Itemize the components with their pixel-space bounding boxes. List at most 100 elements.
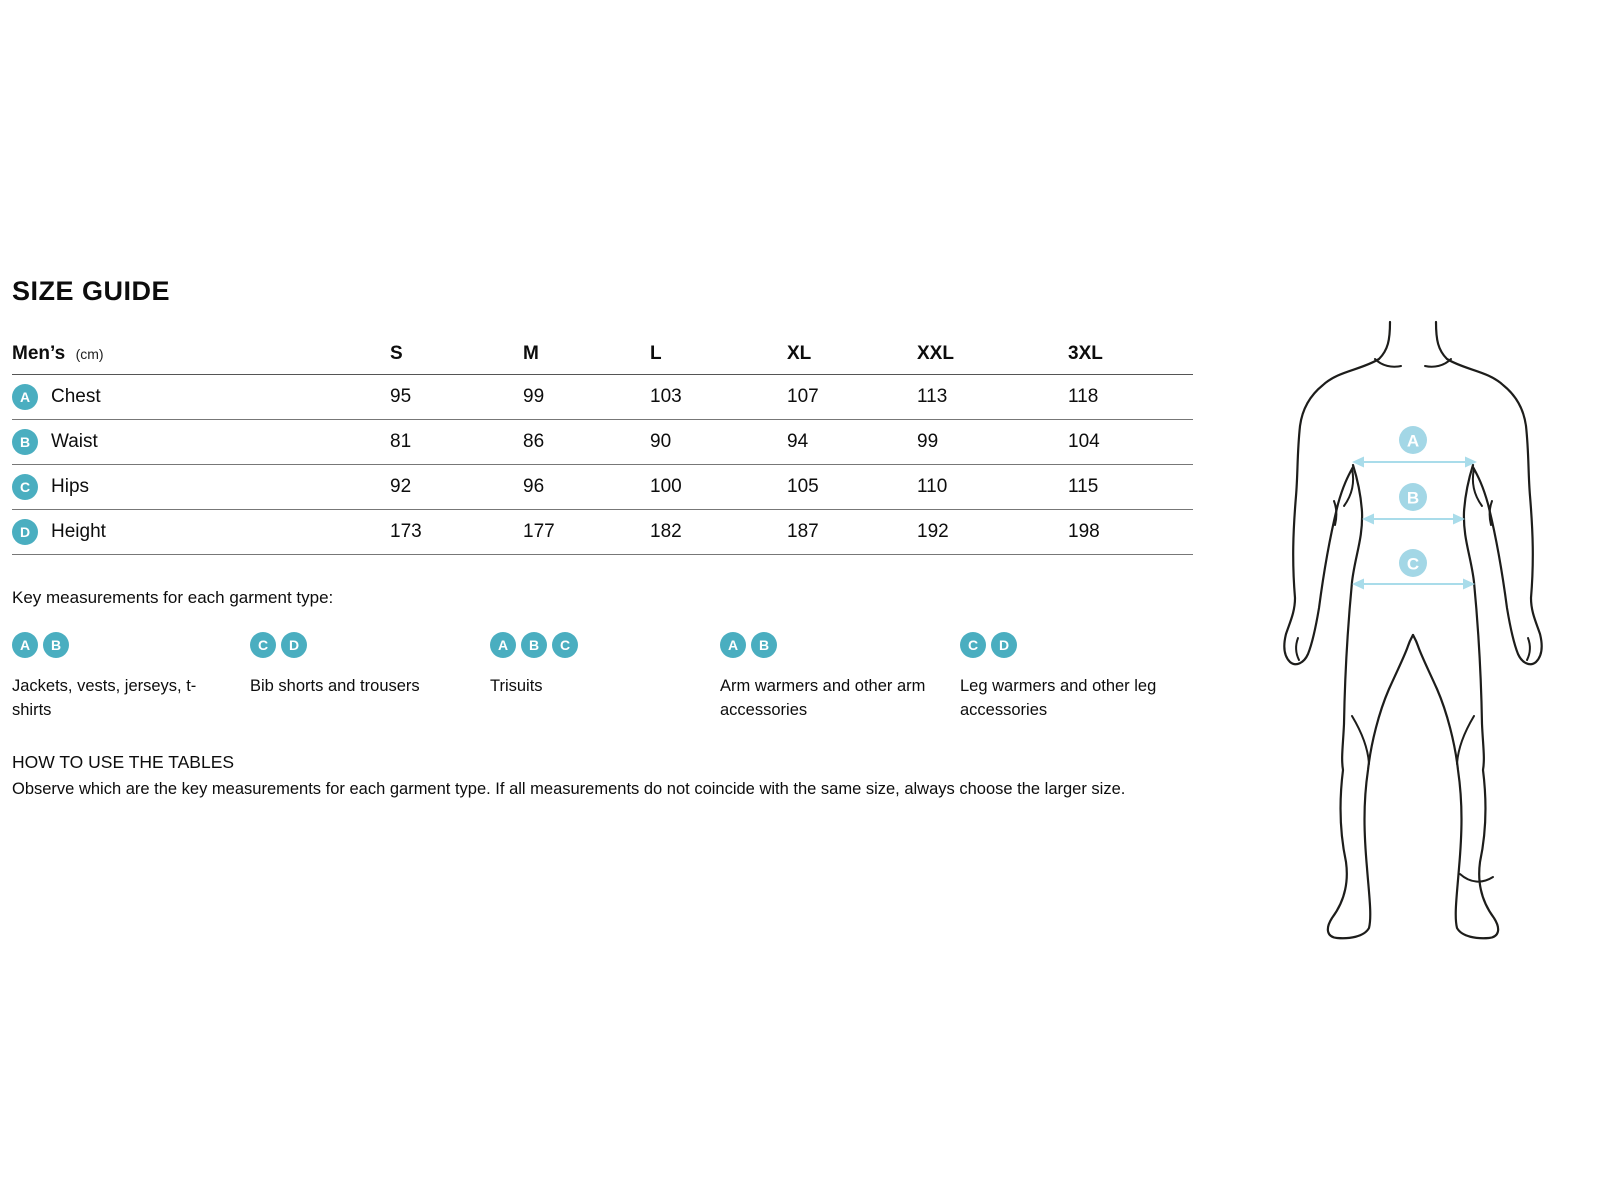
- key-group-label: Jackets, vests, jerseys, t-shirts: [12, 677, 197, 719]
- elbow-right-line: [1488, 500, 1493, 526]
- how-to-body: Observe which are the key measurements f…: [12, 780, 1126, 798]
- measure-a-badge: A: [720, 632, 746, 658]
- measure-b-badge: B: [12, 429, 38, 455]
- waist-arrow: [1362, 513, 1465, 525]
- key-badges: C D: [250, 632, 470, 658]
- row-label-cell: A Chest: [12, 384, 390, 410]
- measure-a-badge: A: [12, 384, 38, 410]
- size-col-3xl: 3XL: [1068, 343, 1103, 364]
- size-table-header-row: Men’s (cm) S M L XL XXL 3XL: [12, 334, 1193, 375]
- size-table: Men’s (cm) S M L XL XXL 3XL A Chest 95 9…: [12, 334, 1193, 555]
- male-body-outline-icon: A B C: [1283, 320, 1543, 940]
- key-badges: C D: [960, 632, 1192, 658]
- cell-value: 90: [650, 431, 672, 452]
- measure-a-badge: A: [12, 632, 38, 658]
- measure-c-badge: C: [552, 632, 578, 658]
- cell-value: 187: [787, 521, 819, 542]
- chest-marker-letter: A: [1407, 432, 1419, 451]
- hand-right-line: [1526, 637, 1531, 661]
- measure-c-badge: C: [250, 632, 276, 658]
- key-measurements-heading: Key measurements for each garment type:: [12, 588, 334, 607]
- cell-value: 94: [787, 431, 809, 452]
- knee-right-line: [1456, 715, 1475, 765]
- cell-value: 104: [1068, 431, 1100, 452]
- table-row-height: D Height 173 177 182 187 192 198: [12, 510, 1193, 555]
- key-group-trisuits: A B C Trisuits: [490, 632, 690, 698]
- key-group-label: Trisuits: [490, 677, 543, 695]
- hips-marker-letter: C: [1407, 555, 1419, 574]
- hand-left-line: [1295, 637, 1300, 661]
- cell-value: 95: [390, 386, 412, 407]
- collarbone-left-line: [1374, 358, 1402, 368]
- cell-value: 118: [1068, 386, 1099, 407]
- row-label-cell: D Height: [12, 519, 390, 545]
- size-col-xl: XL: [787, 343, 812, 364]
- key-badges: A B: [720, 632, 932, 658]
- size-col-l: L: [650, 343, 662, 364]
- measure-a-badge: A: [490, 632, 516, 658]
- measure-d-badge: D: [12, 519, 38, 545]
- cell-value: 182: [650, 521, 682, 542]
- row-label: Hips: [51, 476, 90, 497]
- cell-value: 86: [523, 431, 545, 452]
- key-group-bib-shorts: C D Bib shorts and trousers: [250, 632, 470, 698]
- body-measurement-figure: A B C: [1240, 296, 1580, 948]
- cell-value: 99: [917, 431, 939, 452]
- measure-c-badge: C: [960, 632, 986, 658]
- knee-left-line: [1351, 715, 1370, 765]
- row-label: Chest: [51, 386, 101, 407]
- size-col-m: M: [523, 343, 539, 364]
- measure-b-badge: B: [521, 632, 547, 658]
- row-label-cell: B Waist: [12, 429, 390, 455]
- waist-marker: B: [1399, 483, 1427, 511]
- measure-b-badge: B: [43, 632, 69, 658]
- measure-b-badge: B: [751, 632, 777, 658]
- hips-arrow: [1352, 578, 1475, 590]
- cell-value: 105: [787, 476, 819, 497]
- how-to-heading: HOW TO USE THE TABLES: [12, 752, 235, 772]
- cell-value: 96: [523, 476, 545, 497]
- mens-unit: (cm): [75, 346, 104, 362]
- size-table-header-label: Men’s (cm): [12, 343, 390, 365]
- waist-marker-letter: B: [1407, 489, 1419, 508]
- cell-value: 103: [650, 386, 682, 407]
- cell-value: 115: [1068, 476, 1099, 497]
- elbow-left-line: [1333, 500, 1338, 526]
- row-label: Waist: [51, 431, 98, 452]
- cell-value: 81: [390, 431, 412, 452]
- mens-label: Men’s: [12, 343, 66, 364]
- chest-arrow: [1352, 456, 1477, 468]
- armpit-left-line: [1343, 468, 1355, 507]
- key-group-label: Bib shorts and trousers: [250, 677, 420, 695]
- cell-value: 100: [650, 476, 682, 497]
- chest-marker: A: [1399, 426, 1427, 454]
- row-label: Height: [51, 521, 106, 542]
- key-group-label: Arm warmers and other arm accessories: [720, 677, 926, 719]
- cell-value: 113: [917, 386, 948, 407]
- row-label-cell: C Hips: [12, 474, 390, 500]
- ankle-right-line: [1459, 873, 1494, 883]
- collarbone-right-line: [1424, 358, 1452, 368]
- measure-c-badge: C: [12, 474, 38, 500]
- table-row-chest: A Chest 95 99 103 107 113 118: [12, 375, 1193, 420]
- table-row-hips: C Hips 92 96 100 105 110 115: [12, 465, 1193, 510]
- measure-d-badge: D: [991, 632, 1017, 658]
- key-badges: A B: [12, 632, 218, 658]
- armpit-right-line: [1471, 468, 1483, 507]
- table-row-waist: B Waist 81 86 90 94 99 104: [12, 420, 1193, 465]
- size-col-s: S: [390, 343, 403, 364]
- key-group-label: Leg warmers and other leg accessories: [960, 677, 1157, 719]
- cell-value: 192: [917, 521, 949, 542]
- cell-value: 110: [917, 476, 948, 497]
- cell-value: 92: [390, 476, 412, 497]
- cell-value: 99: [523, 386, 545, 407]
- cell-value: 107: [787, 386, 819, 407]
- measure-d-badge: D: [281, 632, 307, 658]
- key-group-leg-warmers: C D Leg warmers and other leg accessorie…: [960, 632, 1192, 722]
- page-title: SIZE GUIDE: [12, 276, 171, 306]
- key-group-jackets: A B Jackets, vests, jerseys, t-shirts: [12, 632, 218, 722]
- key-group-arm-warmers: A B Arm warmers and other arm accessorie…: [720, 632, 932, 722]
- key-badges: A B C: [490, 632, 690, 658]
- hips-marker: C: [1399, 549, 1427, 577]
